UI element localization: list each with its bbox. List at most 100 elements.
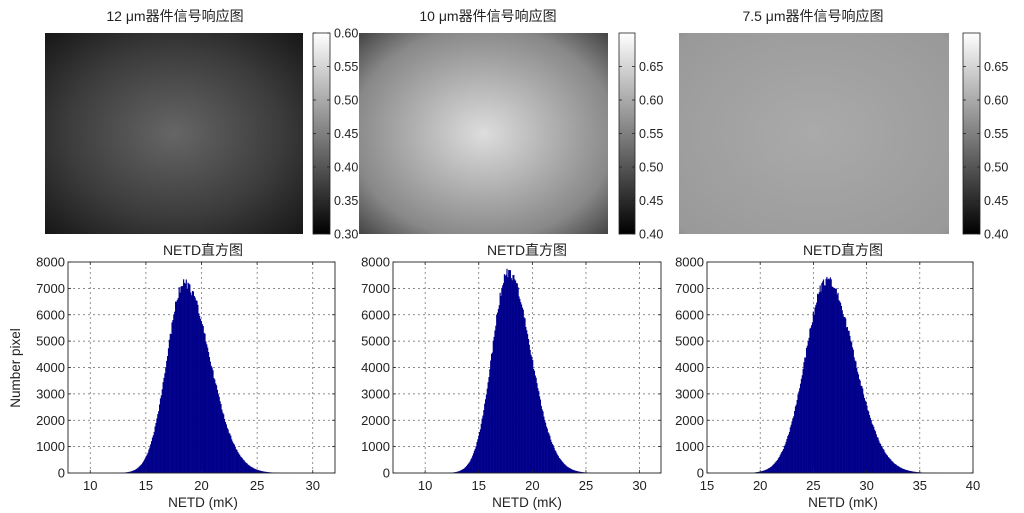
histogram-bar: [836, 294, 838, 473]
histogram-bar: [811, 322, 814, 473]
histogram-bar: [545, 422, 547, 473]
histogram-bar: [531, 356, 533, 473]
histogram-bar: [210, 365, 212, 473]
histogram-bar: [908, 470, 910, 473]
histogram-bar: [883, 449, 885, 473]
histogram-bar: [771, 465, 774, 473]
histogram-title: NETD直方图: [487, 242, 567, 258]
histogram-bar: [223, 414, 225, 473]
histogram-bar: [231, 439, 233, 473]
histogram-bar: [869, 417, 871, 473]
histogram-bar: [828, 278, 830, 473]
histogram-bar: [786, 439, 788, 473]
y-tick-label: 2000: [675, 413, 704, 428]
histogram-bar: [140, 464, 142, 473]
histogram-bar: [838, 300, 840, 473]
x-tick-label: 35: [913, 478, 927, 493]
histogram-bar: [231, 441, 234, 473]
histogram-bar: [858, 379, 860, 473]
histogram-bar: [552, 445, 554, 473]
histogram-bar: [138, 466, 140, 473]
histogram-bar: [558, 457, 560, 473]
histogram-bar: [856, 368, 858, 473]
y-axis-label: Number pixel: [8, 328, 23, 408]
histogram-bar: [853, 357, 855, 473]
histogram-bar: [902, 468, 904, 473]
histogram-bar: [479, 429, 481, 473]
histogram-bar: [834, 288, 837, 473]
histogram-bar: [574, 470, 576, 473]
histogram-bar: [795, 404, 797, 473]
histogram-bar: [264, 471, 266, 473]
histogram-bar: [165, 367, 167, 473]
histogram-bar: [182, 285, 184, 473]
x-tick-label: 20: [525, 478, 539, 493]
histogram-bar: [910, 471, 912, 473]
colorbar: 0.65 0.60 0.55 0.50 0.45 0.40: [618, 32, 663, 242]
histogram-bar: [168, 339, 170, 473]
histogram-bar: [243, 460, 245, 473]
histogram-bar: [892, 462, 894, 473]
histogram-bar: [518, 296, 520, 473]
histogram-bar: [482, 415, 484, 473]
x-tick-label: 20: [194, 478, 208, 493]
y-tick-label: 4000: [675, 360, 704, 375]
histogram-bar: [181, 286, 183, 473]
x-tick-label: 25: [250, 478, 264, 493]
histogram-bar: [863, 398, 865, 473]
histogram-bar: [830, 279, 832, 473]
histogram-bar: [463, 468, 465, 473]
x-tick-label: 10: [418, 478, 432, 493]
histogram-bar: [824, 285, 826, 473]
histogram-bar: [191, 290, 194, 473]
histogram-bar: [207, 347, 209, 473]
histogram-bar: [554, 450, 556, 473]
histogram-bar: [164, 373, 166, 473]
histogram-plot: 15 20 25 30 35 40 0 1000 2000 3000 4000 5000 6000 700…: [675, 255, 980, 494]
histogram-bar: [509, 270, 512, 473]
histogram-bar: [215, 383, 217, 473]
histogram-bar: [579, 471, 581, 473]
histogram-bar: [538, 391, 540, 473]
histogram-bar: [160, 395, 162, 473]
histogram-bar: [897, 465, 899, 473]
histogram-bar: [522, 309, 524, 473]
histogram-bar: [515, 283, 518, 473]
histogram-bar: [177, 297, 179, 473]
y-tick-label: 0: [697, 466, 704, 481]
y-tick-label: 1000: [361, 439, 390, 454]
histogram-bar: [528, 344, 530, 473]
histogram-bar: [880, 443, 882, 473]
histogram-plot: 10 15 20 25 30 0 1000 2000 3000 4000 5000 6000 7000 8…: [36, 255, 336, 493]
histogram-bar: [184, 283, 186, 473]
histogram-bar: [201, 324, 203, 473]
histogram-bar: [498, 305, 500, 473]
histogram-bar: [263, 471, 265, 473]
histogram-bar: [817, 294, 820, 473]
histogram-bar: [199, 318, 202, 473]
histogram-bar: [763, 470, 765, 473]
histogram-bar: [256, 469, 258, 473]
histogram-bar: [476, 442, 478, 473]
histogram-bar: [485, 394, 487, 473]
histogram-bar: [774, 462, 776, 473]
x-tick-label: 30: [306, 478, 320, 493]
histogram-bar: [887, 457, 889, 473]
histogram-bar: [253, 468, 255, 473]
histogram-bar: [568, 467, 570, 473]
histogram-bar: [881, 447, 883, 473]
histogram-bar: [767, 468, 769, 473]
histogram-bar: [903, 469, 905, 473]
histogram-bar: [828, 279, 831, 473]
histogram-bar: [550, 439, 552, 473]
histogram-bar: [247, 464, 249, 473]
histogram-bar: [251, 467, 253, 473]
histogram-bar: [131, 471, 133, 473]
histogram-bar: [793, 416, 795, 473]
histogram-bar: [154, 426, 156, 473]
histogram-bar: [788, 434, 790, 473]
histogram-bar: [847, 330, 849, 473]
histogram-bar: [845, 318, 847, 473]
histogram-bar: [762, 470, 764, 473]
histogram-bar: [191, 295, 193, 473]
